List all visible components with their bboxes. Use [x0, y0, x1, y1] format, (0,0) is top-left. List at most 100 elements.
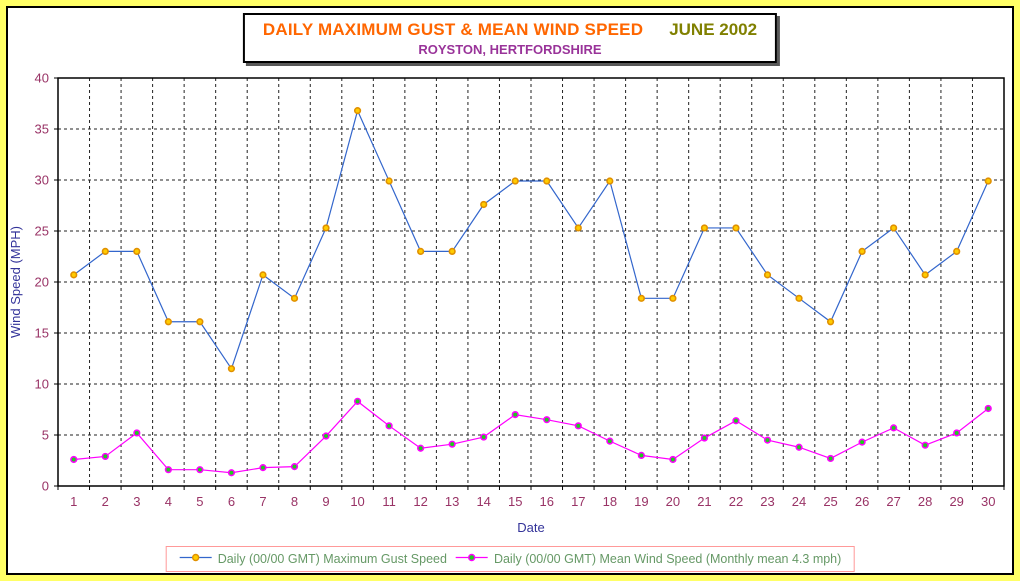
y-tick-label: 40	[35, 71, 49, 86]
y-tick-label: 20	[35, 275, 49, 290]
gust-marker	[795, 294, 803, 302]
x-tick-label: 8	[291, 494, 298, 509]
mean-marker	[353, 397, 362, 405]
x-tick-label: 5	[196, 494, 203, 509]
mean-marker	[259, 464, 267, 472]
x-tick-label: 24	[792, 494, 806, 509]
x-tick-label: 20	[666, 494, 680, 509]
y-tick-label: 10	[35, 377, 49, 392]
mean-legend-glyph	[455, 553, 488, 562]
x-tick-label: 12	[413, 494, 427, 509]
x-tick-label: 22	[729, 494, 743, 509]
gust-marker	[322, 224, 330, 232]
x-axis-title: Date	[517, 520, 544, 535]
mean-marker	[227, 469, 236, 477]
x-tick-label: 28	[918, 494, 932, 509]
gust-marker	[637, 294, 645, 302]
mean-marker	[953, 429, 961, 437]
gust-marker	[101, 247, 109, 255]
mean-marker	[70, 455, 78, 464]
mean-marker	[732, 417, 740, 425]
mean-marker	[763, 436, 772, 444]
gust-marker	[511, 177, 519, 185]
y-tick-label: 15	[35, 326, 49, 341]
x-tick-label: 14	[476, 494, 490, 509]
gust-marker	[353, 107, 362, 115]
gust-marker	[133, 247, 141, 255]
mean-marker	[417, 444, 425, 452]
gust-marker	[480, 200, 488, 209]
x-tick-label: 7	[259, 494, 266, 509]
mean-marker	[290, 463, 299, 471]
y-tick-label: 5	[42, 428, 49, 443]
mean-line	[73, 400, 989, 474]
legend-label-max-gust: Daily (00/00 GMT) Maximum Gust Speed	[217, 552, 447, 566]
x-tick-label: 21	[697, 494, 711, 509]
mean-marker	[669, 455, 677, 464]
gust-marker	[953, 247, 961, 255]
mean-marker	[164, 466, 172, 474]
mean-marker	[385, 422, 393, 430]
gust-marker	[227, 365, 236, 373]
gust-marker	[763, 271, 772, 279]
x-tick-label: 18	[603, 494, 617, 509]
gust-marker	[700, 224, 709, 232]
x-tick-label: 6	[228, 494, 235, 509]
x-tick-label: 3	[133, 494, 140, 509]
gust-marker	[164, 318, 172, 326]
x-tick-label: 4	[165, 494, 172, 509]
mean-marker	[637, 451, 645, 460]
legend-label-mean-wind: Daily (00/00 GMT) Mean Wind Speed (Month…	[493, 552, 842, 566]
x-tick-label: 23	[760, 494, 774, 509]
chart-title-period: JUNE 2002	[669, 20, 758, 39]
x-tick-label: 1	[70, 494, 77, 509]
chart-title: DAILY MAXIMUM GUST & MEAN WIND SPEED	[262, 20, 644, 39]
mean-marker	[101, 452, 109, 461]
legend-item-mean-wind: Daily (00/00 GMT) Mean Wind Speed (Month…	[455, 550, 841, 568]
mean-marker	[858, 438, 866, 446]
mean-marker	[700, 434, 709, 442]
x-tick-label: 15	[508, 494, 522, 509]
mean-marker	[448, 440, 456, 448]
y-tick-label: 25	[35, 224, 49, 239]
gust-marker	[417, 247, 425, 255]
chart-title-box: DAILY MAXIMUM GUST & MEAN WIND SPEED JUNE…	[242, 13, 778, 63]
gust-marker	[921, 271, 929, 279]
mean-marker	[133, 429, 141, 437]
gust-line	[73, 108, 989, 371]
x-tick-label: 29	[949, 494, 963, 509]
legend-item-max-gust: Daily (00/00 GMT) Maximum Gust Speed	[179, 550, 447, 568]
x-tick-label: 16	[540, 494, 554, 509]
gust-marker	[606, 177, 614, 185]
gust-marker	[858, 247, 866, 255]
mean-marker	[480, 433, 488, 441]
mean-marker	[574, 422, 582, 430]
gust-series-marker-icon	[179, 550, 213, 568]
gust-marker	[732, 224, 740, 232]
x-tick-label: 27	[886, 494, 900, 509]
gust-marker	[984, 177, 992, 185]
mean-marker	[543, 416, 551, 424]
mean-marker	[890, 424, 898, 432]
x-tick-label: 17	[571, 494, 585, 509]
gust-marker	[196, 318, 204, 326]
x-tick-label: 26	[855, 494, 869, 509]
chart-subtitle: ROYSTON, HERTFORDSHIRE	[418, 42, 602, 57]
x-tick-label: 13	[445, 494, 459, 509]
y-tick-label: 35	[35, 122, 49, 137]
gust-marker	[70, 271, 78, 279]
x-tick-label: 2	[102, 494, 109, 509]
mean-marker	[826, 454, 835, 463]
gust-legend-glyph	[179, 553, 212, 562]
mean-marker	[196, 466, 204, 474]
mean-marker	[322, 432, 330, 440]
gust-marker	[543, 177, 551, 185]
x-tick-label: 9	[322, 494, 329, 509]
gust-marker	[890, 224, 898, 232]
gust-marker	[669, 294, 677, 302]
x-tick-label: 30	[981, 494, 995, 509]
mean-series-marker-icon	[455, 550, 489, 568]
mean-marker	[606, 437, 614, 445]
